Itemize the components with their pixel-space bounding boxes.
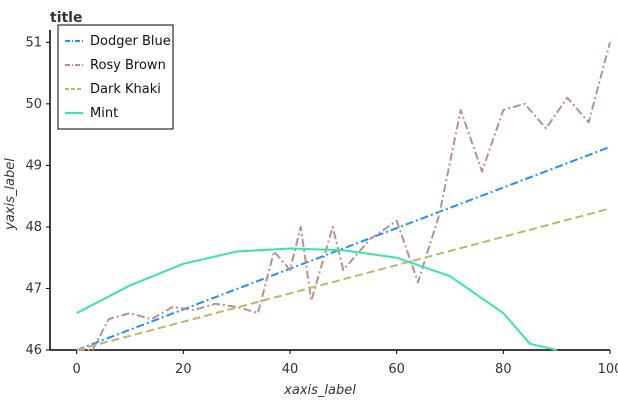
legend-label-dodger-blue: Dodger Blue [90,34,171,49]
axes: 46 47 48 49 50 51 0 20 40 60 80 100 [25,30,618,377]
series-line-dodger-blue [76,145,611,351]
y-tick-label: 46 [25,343,42,358]
x-tick-label: 0 [73,362,81,377]
series-line-dark-khaki [76,207,611,351]
legend-box [57,24,174,130]
legend-label-dark-khaki: Dark Khaki [90,82,161,97]
y-tick-label: 47 [25,281,42,296]
x-tick-label: 60 [388,362,405,377]
y-tick-label: 49 [25,158,42,173]
x-tick-label: 20 [175,362,192,377]
series-line-rosy-brown [76,42,611,351]
y-tick-label: 51 [25,35,42,50]
x-tick-label: 80 [495,362,512,377]
x-tick-label: 40 [282,362,299,377]
x-axis-label: xaxis_label [283,383,356,398]
y-tick-label: 50 [25,97,42,112]
y-axis-label: yaxis_label [3,158,18,231]
chart-title: title [50,10,82,26]
x-tick-label: 100 [598,362,618,377]
legend: Dodger Blue Rosy Brown Dark Khaki Mint [57,24,174,130]
y-tick-label: 48 [25,220,42,235]
plot-series [76,42,611,351]
series-line-mint [76,247,557,351]
legend-label-mint: Mint [90,106,118,121]
legend-label-rosy-brown: Rosy Brown [90,58,166,73]
